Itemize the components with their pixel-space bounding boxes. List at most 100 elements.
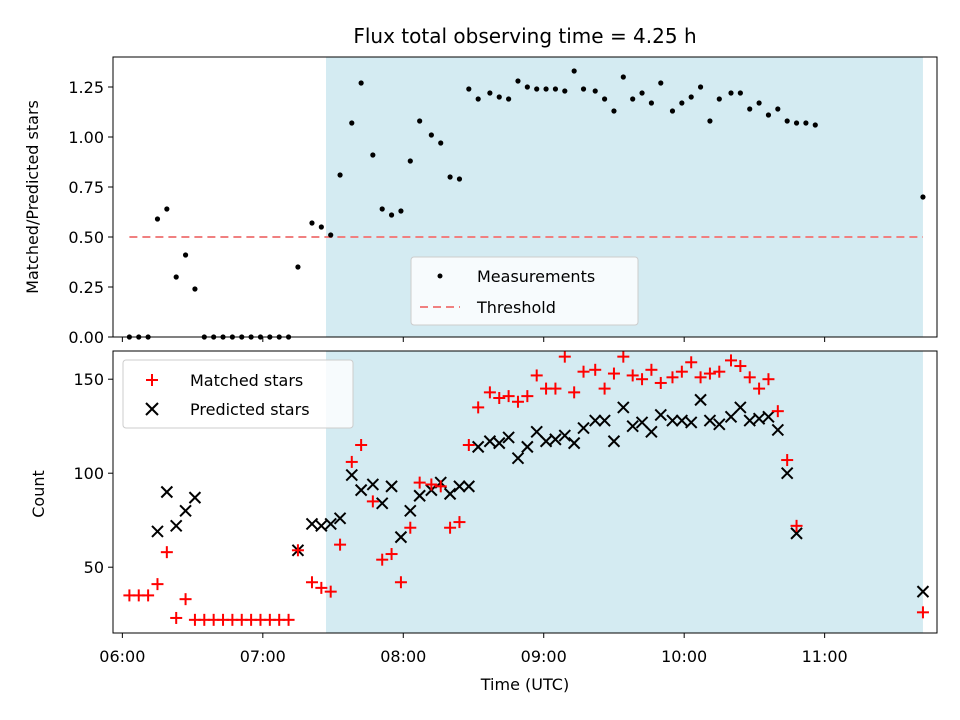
predicted-point [577, 421, 590, 435]
measurement-point [487, 90, 493, 96]
predicted-point [443, 487, 457, 501]
matched-point [790, 519, 803, 532]
matched-point [324, 585, 337, 598]
measurement-point [475, 96, 481, 102]
predicted-point [502, 431, 515, 444]
measurement-point [388, 212, 395, 218]
predicted-point [558, 429, 572, 442]
predicted-point [724, 410, 738, 424]
predicted-point [530, 425, 543, 439]
predicted-point [694, 393, 707, 407]
matched-point [366, 495, 379, 508]
matched-point [404, 521, 417, 534]
matched-point [385, 548, 398, 561]
predicted-point [493, 436, 506, 450]
matched-point [493, 392, 506, 404]
matched-point [462, 439, 475, 451]
measurement-point [428, 132, 434, 138]
predicted-point [675, 414, 689, 427]
measurement-point [812, 122, 818, 128]
matched-point [376, 553, 389, 566]
legend-measurements-label: Measurements [477, 267, 595, 286]
measurement-point [747, 106, 753, 112]
measurement-point [592, 88, 598, 94]
measurement-point [707, 118, 713, 124]
top-ylabel: Matched/Predicted stars [23, 100, 42, 294]
measurement-point [737, 90, 743, 96]
matched-point [521, 390, 534, 403]
predicted-point [567, 436, 581, 450]
matched-point [305, 576, 318, 589]
matched-point [734, 360, 747, 373]
matched-point [675, 365, 688, 378]
matched-point [549, 382, 562, 395]
matched-point [413, 476, 426, 489]
measurement-point [295, 264, 301, 270]
measurement-point [417, 118, 423, 124]
matched-point [355, 439, 368, 451]
top-ytick-label: 1.25 [68, 78, 104, 97]
measurement-point [679, 100, 685, 106]
measurement-point [580, 86, 587, 92]
measurement-point [496, 94, 502, 100]
predicted-point [471, 440, 485, 454]
measurement-point [379, 206, 385, 212]
measurement-point [370, 152, 376, 158]
measurement-point [154, 216, 161, 222]
top-legend: Measurements Threshold [410, 256, 639, 326]
predicted-point [404, 504, 417, 518]
predicted-point [394, 530, 408, 544]
predicted-point [607, 435, 621, 448]
predicted-point [385, 480, 398, 493]
top-ytick-label: 0.25 [68, 278, 104, 297]
predicted-point [521, 440, 534, 454]
matched-point [151, 578, 164, 591]
predicted-point [916, 585, 930, 598]
predicted-point [354, 483, 368, 497]
matched-point [511, 395, 524, 408]
predicted-point [645, 425, 658, 439]
predicted-point [780, 466, 794, 480]
matched-point [743, 371, 756, 384]
measurement-point [456, 176, 463, 182]
predicted-point [734, 401, 747, 414]
measurement-point [784, 118, 790, 124]
matched-point [345, 455, 358, 468]
predicted-point [453, 480, 466, 493]
matched-point [781, 454, 794, 467]
matched-point [725, 354, 737, 367]
measurement-point [552, 86, 559, 92]
predicted-point [375, 497, 389, 510]
bottom-panel-frame [112, 350, 938, 634]
legend-predicted-label: Predicted stars [190, 400, 310, 419]
matched-point [315, 581, 328, 594]
measurement-point [337, 172, 343, 178]
bottom-ytick-label: 50 [84, 558, 104, 577]
predicted-point [179, 504, 192, 518]
predicted-point [462, 480, 476, 493]
measurement-point [728, 90, 734, 96]
matched-point [334, 538, 347, 551]
top-ytick-label: 0.00 [68, 328, 104, 347]
measurement-point [466, 86, 472, 92]
predicted-point [713, 418, 726, 431]
measurement-point [182, 252, 189, 258]
matched-point [589, 363, 602, 376]
predicted-point [315, 519, 328, 533]
measurement-point [318, 224, 324, 230]
matched-point [753, 382, 766, 395]
measurement-point [601, 96, 608, 102]
matched-point [142, 589, 155, 602]
matched-point [598, 382, 611, 395]
matched-point [179, 593, 192, 606]
bottom-ylabel: Count [29, 470, 48, 518]
matched-point [170, 611, 183, 624]
predicted-point [684, 416, 698, 429]
matched-point [636, 373, 649, 386]
predicted-point [617, 401, 630, 414]
legend-matched-marker [146, 374, 158, 386]
predicted-point [654, 408, 667, 422]
measurement-point [173, 274, 179, 280]
bottom-xtick-label: 08:00 [380, 647, 426, 666]
measurement-point [697, 84, 704, 90]
